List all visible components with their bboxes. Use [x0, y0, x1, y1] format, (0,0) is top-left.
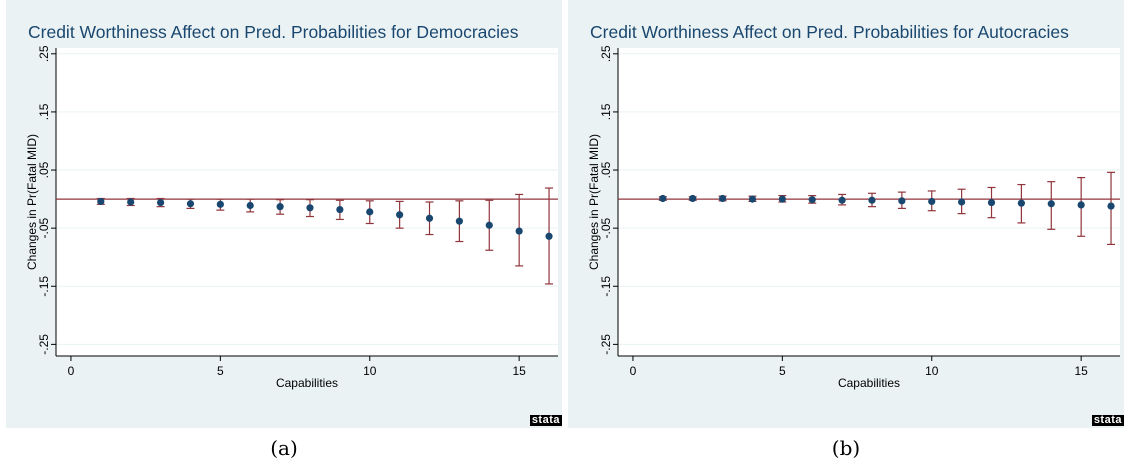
chart-title: Credit Worthiness Affect on Pred. Probab… [28, 22, 519, 42]
plot-area [56, 48, 558, 356]
y-tick-label: .15 [37, 103, 51, 120]
x-tick-label: 10 [363, 364, 377, 378]
data-point [808, 196, 816, 204]
y-tick-label: -.15 [599, 276, 613, 297]
stata-logo: stata [529, 414, 562, 426]
data-point [216, 200, 224, 208]
data-point [659, 194, 667, 203]
data-point [838, 196, 846, 204]
data-point [336, 205, 344, 214]
data-point [246, 201, 254, 210]
data-point [748, 195, 757, 203]
x-tick-label: 5 [217, 364, 224, 378]
stata-logo: stata [1091, 414, 1124, 426]
data-point [455, 217, 463, 225]
x-tick-label: 0 [630, 364, 637, 378]
data-point [276, 203, 284, 211]
y-tick-label: -.05 [599, 217, 613, 238]
y-tick-label: .05 [599, 161, 613, 178]
data-point [127, 198, 135, 206]
y-tick-label: .25 [599, 45, 613, 62]
data-point [1107, 202, 1115, 210]
data-point [366, 208, 374, 216]
data-point [515, 227, 523, 235]
x-tick-label: 15 [512, 364, 526, 378]
data-point [396, 211, 404, 219]
y-tick-label: -.15 [37, 276, 51, 297]
x-tick-label: 5 [779, 364, 786, 378]
data-point [1017, 199, 1025, 207]
data-point [1047, 200, 1055, 208]
y-tick-label: -.05 [37, 217, 51, 238]
data-point [425, 214, 434, 222]
data-point [485, 221, 493, 229]
y-axis-label: Changes in Pr(Fatal MID) [587, 134, 601, 270]
data-point [97, 197, 105, 206]
chart-plot: -.25 -.15 -.05 .05 .15 .25 0 5 10 15 Capabilities C… [25, 45, 558, 390]
data-point [1077, 201, 1085, 209]
data-point [987, 198, 996, 207]
chart-panel-democracies: Credit Worthiness Affect on Pred. Probab… [6, 0, 562, 428]
data-point [306, 204, 314, 212]
data-point [718, 194, 727, 203]
data-point [186, 200, 195, 208]
x-tick-label: 15 [1074, 364, 1088, 378]
data-point [778, 195, 786, 203]
x-axis-label: Capabilities [838, 376, 900, 390]
data-point [958, 198, 966, 206]
chart-title: Credit Worthiness Affect on Pred. Probab… [590, 22, 1069, 42]
y-tick-label: .25 [37, 45, 51, 62]
figure-caption: (b) [831, 436, 861, 460]
y-tick-label: .15 [599, 103, 613, 120]
x-tick-label: 0 [68, 364, 75, 378]
x-axis-label: Capabilities [276, 376, 338, 390]
chart-plot: -.25 -.15 -.05 .05 .15 .25 0 5 10 15 Capabilities C… [587, 45, 1120, 390]
data-point [868, 196, 876, 204]
data-point [928, 197, 936, 206]
y-tick-label: -.25 [599, 334, 613, 355]
x-tick-label: 10 [925, 364, 939, 378]
y-axis-label: Changes in Pr(Fatal MID) [25, 134, 39, 270]
y-tick-label: -.25 [37, 334, 51, 355]
chart-panel-autocracies: Credit Worthiness Affect on Pred. Probab… [568, 0, 1124, 428]
y-tick-label: .05 [37, 161, 51, 178]
figure-caption: (a) [270, 436, 298, 460]
data-point [898, 197, 906, 205]
data-point [689, 194, 697, 203]
data-point [156, 198, 165, 207]
data-point [545, 232, 553, 240]
